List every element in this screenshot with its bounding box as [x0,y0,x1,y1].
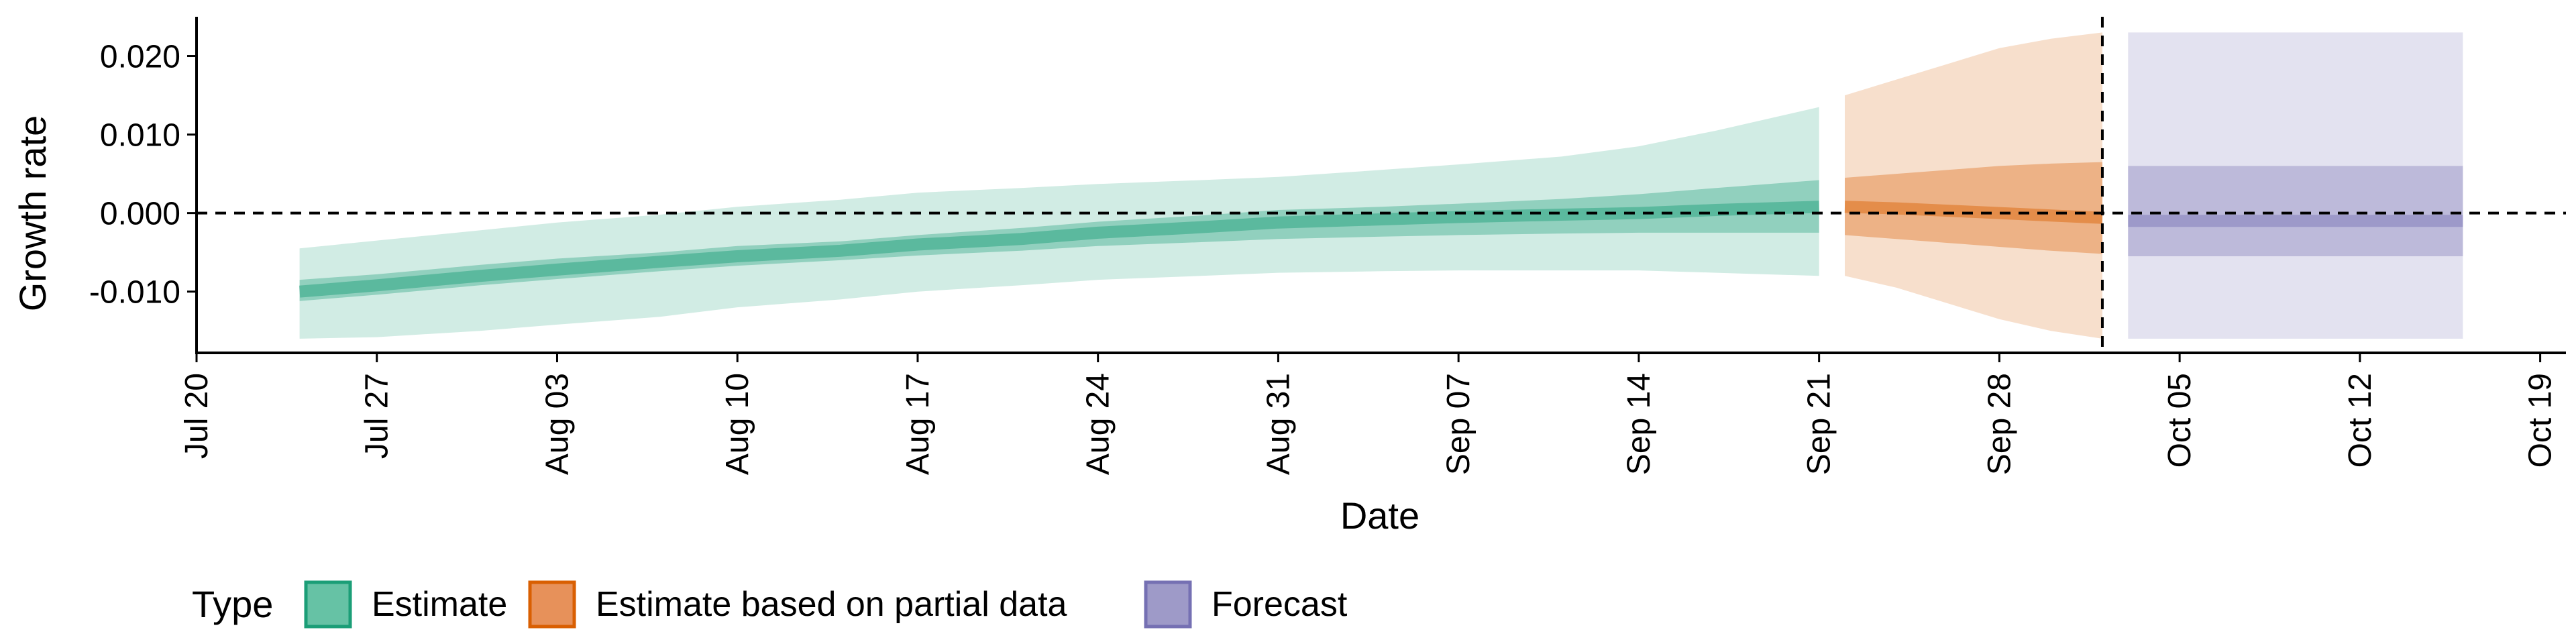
legend-key-forecast [1144,580,1192,629]
y-tick-label: 0.020 [100,40,180,75]
legend-title: Type [192,583,273,625]
y-axis-label: Growth rate [11,115,54,312]
series-forecast-inner-band [2128,166,2463,256]
x-tick-label: Sep 07 [1441,373,1477,475]
x-tick-label: Aug 24 [1081,373,1116,475]
axes: -0.010 0.000 0.010 0.020 Jul 20 Jul 27 Aug 03 A… [89,17,2566,475]
x-tick-label: Oct 19 [2523,373,2559,468]
series-forecast [2128,32,2463,339]
y-tick-label: 0.010 [100,118,180,154]
legend-label-estimate-based-on-partial-data: Estimate based on partial data [596,585,1067,624]
series-estimate [299,107,1819,339]
legend-item-estimate-based-on-partial-data: Estimate based on partial data [528,580,1067,629]
x-tick-label: Oct 05 [2162,373,2198,468]
series-forecast-outer-band [2128,32,2463,339]
legend-item-forecast: Forecast [1144,580,1348,629]
x-tick-label: Sep 21 [1802,373,1837,475]
series-estimate-based-on-partial-data-outer-band [1845,32,2102,339]
x-tick-label: Aug 03 [539,373,575,475]
series-estimate-based-on-partial-data-inner-band [1845,162,2102,254]
legend-item-estimate: Estimate [304,580,507,629]
series-estimate-based-on-partial-data-median-line [1844,201,2103,224]
x-tick-label: Jul 20 [179,373,215,459]
legend-label-forecast: Forecast [1212,585,1348,624]
plot-area [197,17,2566,353]
x-tick-label: Sep 14 [1621,373,1657,475]
series-estimate-based-on-partial-data [1844,32,2103,339]
x-tick-label: Aug 31 [1260,373,1296,475]
y-tick-label: -0.010 [89,275,180,311]
series-estimate-outer-band [299,107,1819,339]
x-tick-label: Jul 27 [360,373,395,459]
legend-label-estimate: Estimate [372,585,507,624]
legend: Type Estimate Estimate based on partial d… [192,580,1348,629]
y-tick-label: 0.000 [100,197,180,232]
x-tick-label: Oct 12 [2343,373,2378,468]
x-tick-label: Sep 28 [1982,373,2017,475]
x-axis-label: Date [1340,494,1419,537]
x-tick-label: Aug 17 [900,373,936,475]
x-tick-label: Aug 10 [720,373,755,475]
legend-key-estimate-based-on-partial-data [528,580,576,629]
legend-key-estimate [304,580,352,629]
series-estimate-inner-band [299,180,1819,301]
